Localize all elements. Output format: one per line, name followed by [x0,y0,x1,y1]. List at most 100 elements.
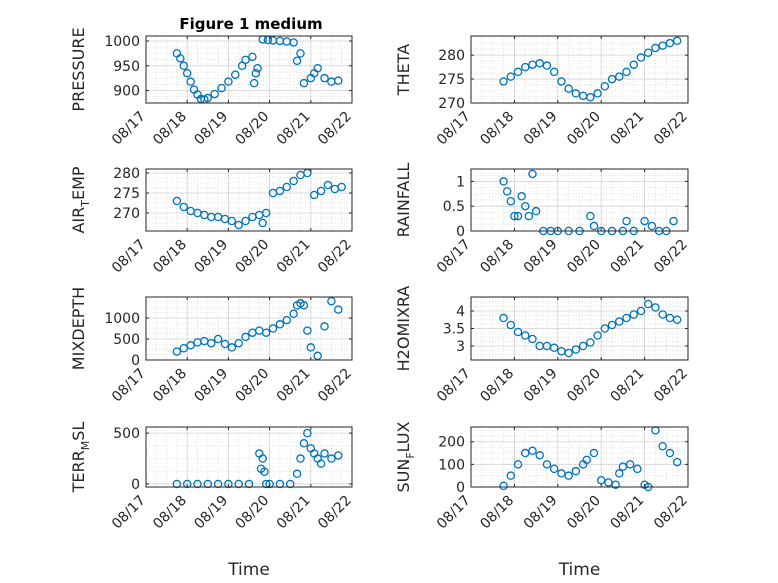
y-tick-label: 900 [113,84,140,100]
data-point [615,469,624,478]
data-point [234,338,243,348]
data-point [643,48,653,58]
data-point [571,89,581,98]
y-axis-label-part: AIR [69,207,88,234]
data-point [182,479,192,489]
data-point [506,320,516,330]
data-point [334,76,343,85]
data-point [337,182,346,192]
data-point [176,54,185,63]
data-point [604,478,613,487]
data-point [179,61,189,71]
data-point [499,177,508,186]
data-point [506,72,516,81]
data-point [186,77,195,86]
data-point [521,448,530,458]
data-point [506,471,516,480]
data-point [651,303,660,312]
data-point [299,439,309,448]
data-point [636,53,646,62]
data-point [320,322,329,331]
y-tick-label: 100 [438,457,465,473]
data-point [499,313,508,323]
data-point [622,313,631,323]
data-point [261,479,271,489]
data-point [316,459,326,468]
data-point [179,202,189,212]
data-point [531,206,541,216]
data-point [643,299,653,309]
data-point [334,305,343,314]
data-point [285,479,295,489]
y-tick-label: 500 [113,332,140,348]
y-axis-label-part: EMP [69,166,88,200]
y-tick-label: 1000 [104,34,140,50]
data-point [517,192,526,201]
data-point [625,460,635,469]
data-point [672,315,682,324]
data-point [241,332,250,342]
data-point [615,317,624,326]
data-point [542,460,552,469]
data-point [241,55,250,65]
y-axis-label: SUNFLUX [394,421,417,492]
data-point [506,196,516,206]
data-point [549,464,559,474]
data-point [203,479,213,489]
data-point [265,479,274,489]
data-point [258,454,267,463]
data-point [571,466,581,476]
y-axis-label-part: TERR [69,450,88,493]
data-point [275,186,285,196]
y-tick-label: 3.5 [443,322,465,338]
data-point [521,331,530,340]
data-point [327,454,336,463]
y-tick-label: 500 [113,426,140,442]
y-axis-label-subscript: M [79,441,92,451]
y-tick-label: 275 [113,186,140,202]
data-point [193,479,202,489]
data-point [258,218,267,228]
data-point [203,93,213,103]
axes-box [470,168,689,232]
data-point [323,180,333,190]
axes-box [145,168,353,232]
data-point [582,455,591,465]
data-point [206,338,216,348]
axes-box [145,296,353,361]
data-point [600,82,610,91]
data-point [296,454,305,463]
data-point [172,347,182,356]
y-tick-label: 1 [456,174,465,190]
data-point [528,334,537,344]
data-point [658,310,667,319]
data-point [589,448,599,458]
data-point [227,216,237,226]
data-point [586,338,595,347]
data-point [320,73,329,83]
x-axis-label: Time [558,560,601,580]
data-point [334,451,343,460]
data-point [292,56,302,66]
data-point [651,43,660,53]
data-point [253,64,262,73]
data-point [513,67,523,77]
data-point [607,320,617,330]
axes-box [470,35,689,104]
data-point [535,451,544,460]
data-point [327,296,336,306]
data-point [182,68,192,78]
data-point [261,208,271,218]
data-point [224,77,233,86]
data-point [564,471,573,480]
data-point [241,216,250,226]
data-point [557,77,566,86]
data-point [528,446,537,456]
data-point [292,469,302,479]
data-point [615,72,624,81]
figure-title: Figure 1 medium [179,15,322,33]
data-point [578,341,588,351]
data-point [320,449,329,458]
